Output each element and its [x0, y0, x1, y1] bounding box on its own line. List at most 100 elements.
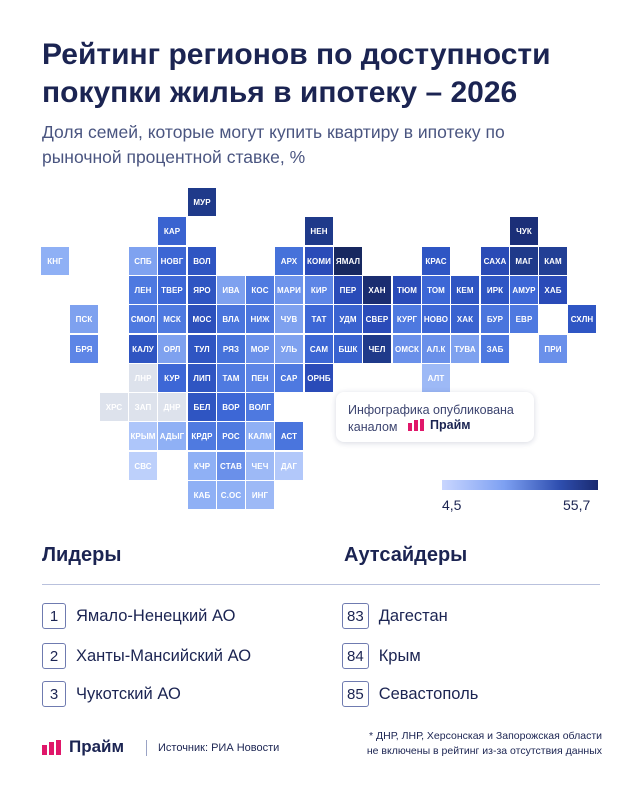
- region-tile-орл[interactable]: ОРЛ: [158, 335, 186, 363]
- region-tile-чук[interactable]: ЧУК: [510, 217, 538, 245]
- region-tile-сам[interactable]: САМ: [305, 335, 333, 363]
- region-tile-лен[interactable]: ЛЕН: [129, 276, 157, 304]
- region-tile-с.ос[interactable]: С.ОС: [217, 481, 245, 509]
- region-tile-кчр[interactable]: КЧР: [188, 452, 216, 480]
- region-tile-бур[interactable]: БУР: [481, 305, 509, 333]
- color-scale-bar: [442, 480, 598, 490]
- region-tile-при[interactable]: ПРИ: [539, 335, 567, 363]
- region-tile-яро[interactable]: ЯРО: [188, 276, 216, 304]
- region-tile-калу[interactable]: КАЛУ: [129, 335, 157, 363]
- tile-map: МУР КАР НЕН ЧУК КНГ СПБ НОВГ ВОЛ АРХ КОМИ ЯМАЛ КРАС…: [41, 188, 596, 509]
- region-tile-чеч[interactable]: ЧЕЧ: [246, 452, 274, 480]
- region-tile-мос[interactable]: МОС: [188, 305, 216, 333]
- region-tile-хаб[interactable]: ХАБ: [539, 276, 567, 304]
- region-tile-тул[interactable]: ТУЛ: [188, 335, 216, 363]
- region-tile-нен[interactable]: НЕН: [305, 217, 333, 245]
- region-tile-каб[interactable]: КАБ: [188, 481, 216, 509]
- region-tile-калм[interactable]: КАЛМ: [246, 422, 274, 450]
- region-tile-твер[interactable]: ТВЕР: [158, 276, 186, 304]
- region-tile-мари[interactable]: МАРИ: [275, 276, 303, 304]
- region-tile-пер[interactable]: ПЕР: [334, 276, 362, 304]
- region-tile-бел[interactable]: БЕЛ: [188, 393, 216, 421]
- region-tile-кар[interactable]: КАР: [158, 217, 186, 245]
- region-tile-свер[interactable]: СВЕР: [363, 305, 391, 333]
- page-subtitle: Доля семей, которые могут купить квартир…: [42, 122, 505, 167]
- region-tile-кос[interactable]: КОС: [246, 276, 274, 304]
- credit-brand[interactable]: Прайм: [408, 418, 471, 432]
- region-tile-пен[interactable]: ПЕН: [246, 364, 274, 392]
- region-tile-крдр[interactable]: КРДР: [188, 422, 216, 450]
- scale-min-label: 4,5: [442, 497, 462, 513]
- region-tile-мур[interactable]: МУР: [188, 188, 216, 216]
- region-tile-бря[interactable]: БРЯ: [70, 335, 98, 363]
- region-tile-лнр[interactable]: ЛНР: [129, 364, 157, 392]
- rank-number: 1: [42, 603, 66, 629]
- region-tile-тува[interactable]: ТУВА: [451, 335, 479, 363]
- region-tile-свс[interactable]: СВС: [129, 452, 157, 480]
- region-tile-арх[interactable]: АРХ: [275, 247, 303, 275]
- region-tile-ямал[interactable]: ЯМАЛ: [334, 247, 362, 275]
- region-tile-мор[interactable]: МОР: [246, 335, 274, 363]
- prime-logo-icon: [408, 419, 424, 431]
- region-tile-удм[interactable]: УДМ: [334, 305, 362, 333]
- region-tile-вор[interactable]: ВОР: [217, 393, 245, 421]
- region-tile-кир[interactable]: КИР: [305, 276, 333, 304]
- region-tile-аст[interactable]: АСТ: [275, 422, 303, 450]
- region-tile-тат[interactable]: ТАТ: [305, 305, 333, 333]
- region-tile-бшк[interactable]: БШК: [334, 335, 362, 363]
- region-tile-волг[interactable]: ВОЛГ: [246, 393, 274, 421]
- credit-line-1: Инфографика опубликована: [348, 403, 514, 417]
- region-tile-кем[interactable]: КЕМ: [451, 276, 479, 304]
- region-tile-омск[interactable]: ОМСК: [393, 335, 421, 363]
- region-tile-вол[interactable]: ВОЛ: [188, 247, 216, 275]
- region-tile-том[interactable]: ТОМ: [422, 276, 450, 304]
- region-tile-ново[interactable]: НОВО: [422, 305, 450, 333]
- region-tile-ряз[interactable]: РЯЗ: [217, 335, 245, 363]
- region-tile-там[interactable]: ТАМ: [217, 364, 245, 392]
- rank-number: 85: [342, 681, 369, 707]
- region-tile-чув[interactable]: ЧУВ: [275, 305, 303, 333]
- region-tile-вла[interactable]: ВЛА: [217, 305, 245, 333]
- region-tile-уль[interactable]: УЛЬ: [275, 335, 303, 363]
- region-tile-коми[interactable]: КОМИ: [305, 247, 333, 275]
- region-tile-мск[interactable]: МСК: [158, 305, 186, 333]
- region-tile-заб[interactable]: ЗАБ: [481, 335, 509, 363]
- region-tile-амур[interactable]: АМУР: [510, 276, 538, 304]
- region-tile-кам[interactable]: КАМ: [539, 247, 567, 275]
- region-tile-даг[interactable]: ДАГ: [275, 452, 303, 480]
- region-tile-смол[interactable]: СМОЛ: [129, 305, 157, 333]
- region-tile-саха[interactable]: САХА: [481, 247, 509, 275]
- region-tile-спб[interactable]: СПБ: [129, 247, 157, 275]
- region-tile-инг[interactable]: ИНГ: [246, 481, 274, 509]
- region-tile-хан[interactable]: ХАН: [363, 276, 391, 304]
- footer-logo[interactable]: Прайм: [42, 737, 124, 757]
- region-tile-алт[interactable]: АЛТ: [422, 364, 450, 392]
- region-tile-днр[interactable]: ДНР: [158, 393, 186, 421]
- region-tile-рос[interactable]: РОС: [217, 422, 245, 450]
- region-tile-ирк[interactable]: ИРК: [481, 276, 509, 304]
- region-tile-ал.к[interactable]: АЛ.К: [422, 335, 450, 363]
- region-tile-евр[interactable]: ЕВР: [510, 305, 538, 333]
- region-name: Чукотский АО: [76, 684, 181, 703]
- region-tile-орнб[interactable]: ОРНБ: [305, 364, 333, 392]
- region-tile-сар[interactable]: САР: [275, 364, 303, 392]
- region-tile-хрс[interactable]: ХРС: [100, 393, 128, 421]
- region-tile-маг[interactable]: МАГ: [510, 247, 538, 275]
- region-tile-схлн[interactable]: СХЛН: [568, 305, 596, 333]
- region-tile-ниж[interactable]: НИЖ: [246, 305, 274, 333]
- region-tile-ива[interactable]: ИВА: [217, 276, 245, 304]
- region-tile-зап[interactable]: ЗАП: [129, 393, 157, 421]
- region-tile-кур[interactable]: КУР: [158, 364, 186, 392]
- region-tile-кург[interactable]: КУРГ: [393, 305, 421, 333]
- region-tile-чел[interactable]: ЧЕЛ: [363, 335, 391, 363]
- region-tile-адыг[interactable]: АДЫГ: [158, 422, 186, 450]
- region-tile-став[interactable]: СТАВ: [217, 452, 245, 480]
- region-tile-кнг[interactable]: КНГ: [41, 247, 69, 275]
- region-tile-пск[interactable]: ПСК: [70, 305, 98, 333]
- region-tile-крас[interactable]: КРАС: [422, 247, 450, 275]
- region-tile-тюм[interactable]: ТЮМ: [393, 276, 421, 304]
- region-tile-лип[interactable]: ЛИП: [188, 364, 216, 392]
- region-tile-крым[interactable]: КРЫМ: [129, 422, 157, 450]
- region-tile-новг[interactable]: НОВГ: [158, 247, 186, 275]
- region-tile-хак[interactable]: ХАК: [451, 305, 479, 333]
